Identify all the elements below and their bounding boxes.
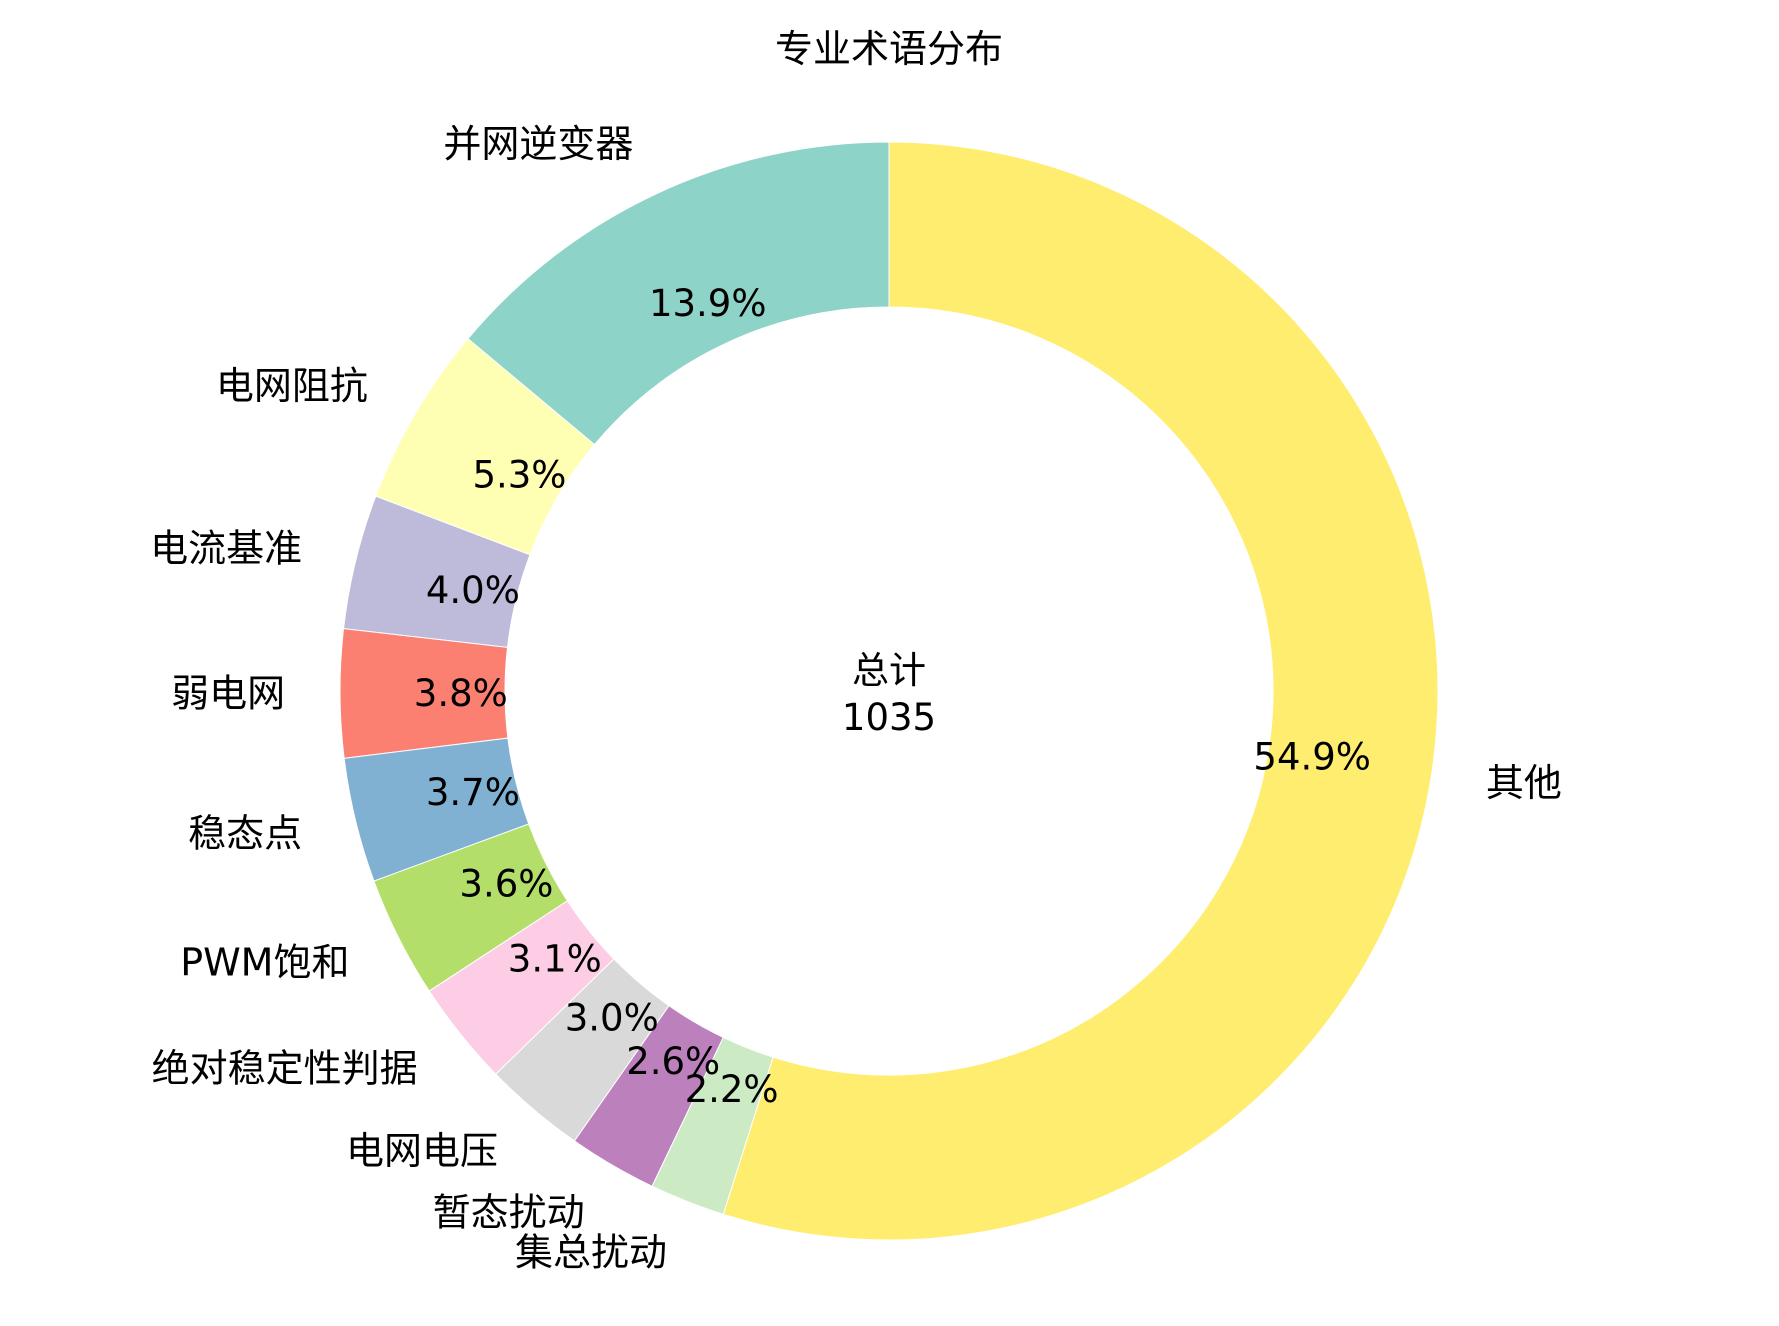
- center-total-value: 1035: [842, 696, 936, 739]
- donut-slices: [339, 141, 1439, 1241]
- slice-percent-label: 3.0%: [565, 996, 659, 1039]
- slice-category-label: 集总扰动: [515, 1231, 667, 1275]
- slice-category-label: 稳态点: [188, 812, 302, 856]
- slice-category-label: PWM饱和: [180, 940, 349, 984]
- slice-percent-label: 2.6%: [626, 1040, 720, 1083]
- slice-category-label: 其他: [1486, 761, 1562, 805]
- slice-percent-labels: 13.9% 5.3% 4.0% 3.8% 3.7% 3.6% 3.1% 3.0%2.6%2.2…: [414, 282, 1371, 1111]
- slice-category-label: 并网逆变器: [443, 122, 633, 166]
- slice-category-label: 绝对稳定性判据: [152, 1047, 418, 1091]
- center-total-label: 总计: [852, 649, 926, 692]
- slice-percent-label: 3.7%: [426, 771, 520, 814]
- slice-percent-label: 3.1%: [508, 938, 602, 981]
- slice-category-label: 电网电压: [346, 1129, 498, 1173]
- slice-percent-label: 3.6%: [459, 862, 553, 905]
- slice-category-label: 电网阻抗: [216, 364, 368, 408]
- slice-percent-label: 2.2%: [685, 1068, 779, 1111]
- slice-category-label: 电流基准: [150, 526, 302, 570]
- chart-title: 专业术语分布: [775, 27, 1003, 71]
- slice-percent-label: 3.8%: [414, 672, 508, 715]
- slice-percent-label: 5.3%: [472, 454, 566, 497]
- donut-slice: [722, 141, 1439, 1241]
- slice-percent-label: 4.0%: [426, 569, 520, 612]
- slice-category-label: 暂态扰动: [433, 1191, 585, 1235]
- slice-percent-label: 54.9%: [1253, 735, 1371, 778]
- slice-category-label: 弱电网: [171, 672, 285, 716]
- slice-percent-label: 13.9%: [649, 282, 767, 325]
